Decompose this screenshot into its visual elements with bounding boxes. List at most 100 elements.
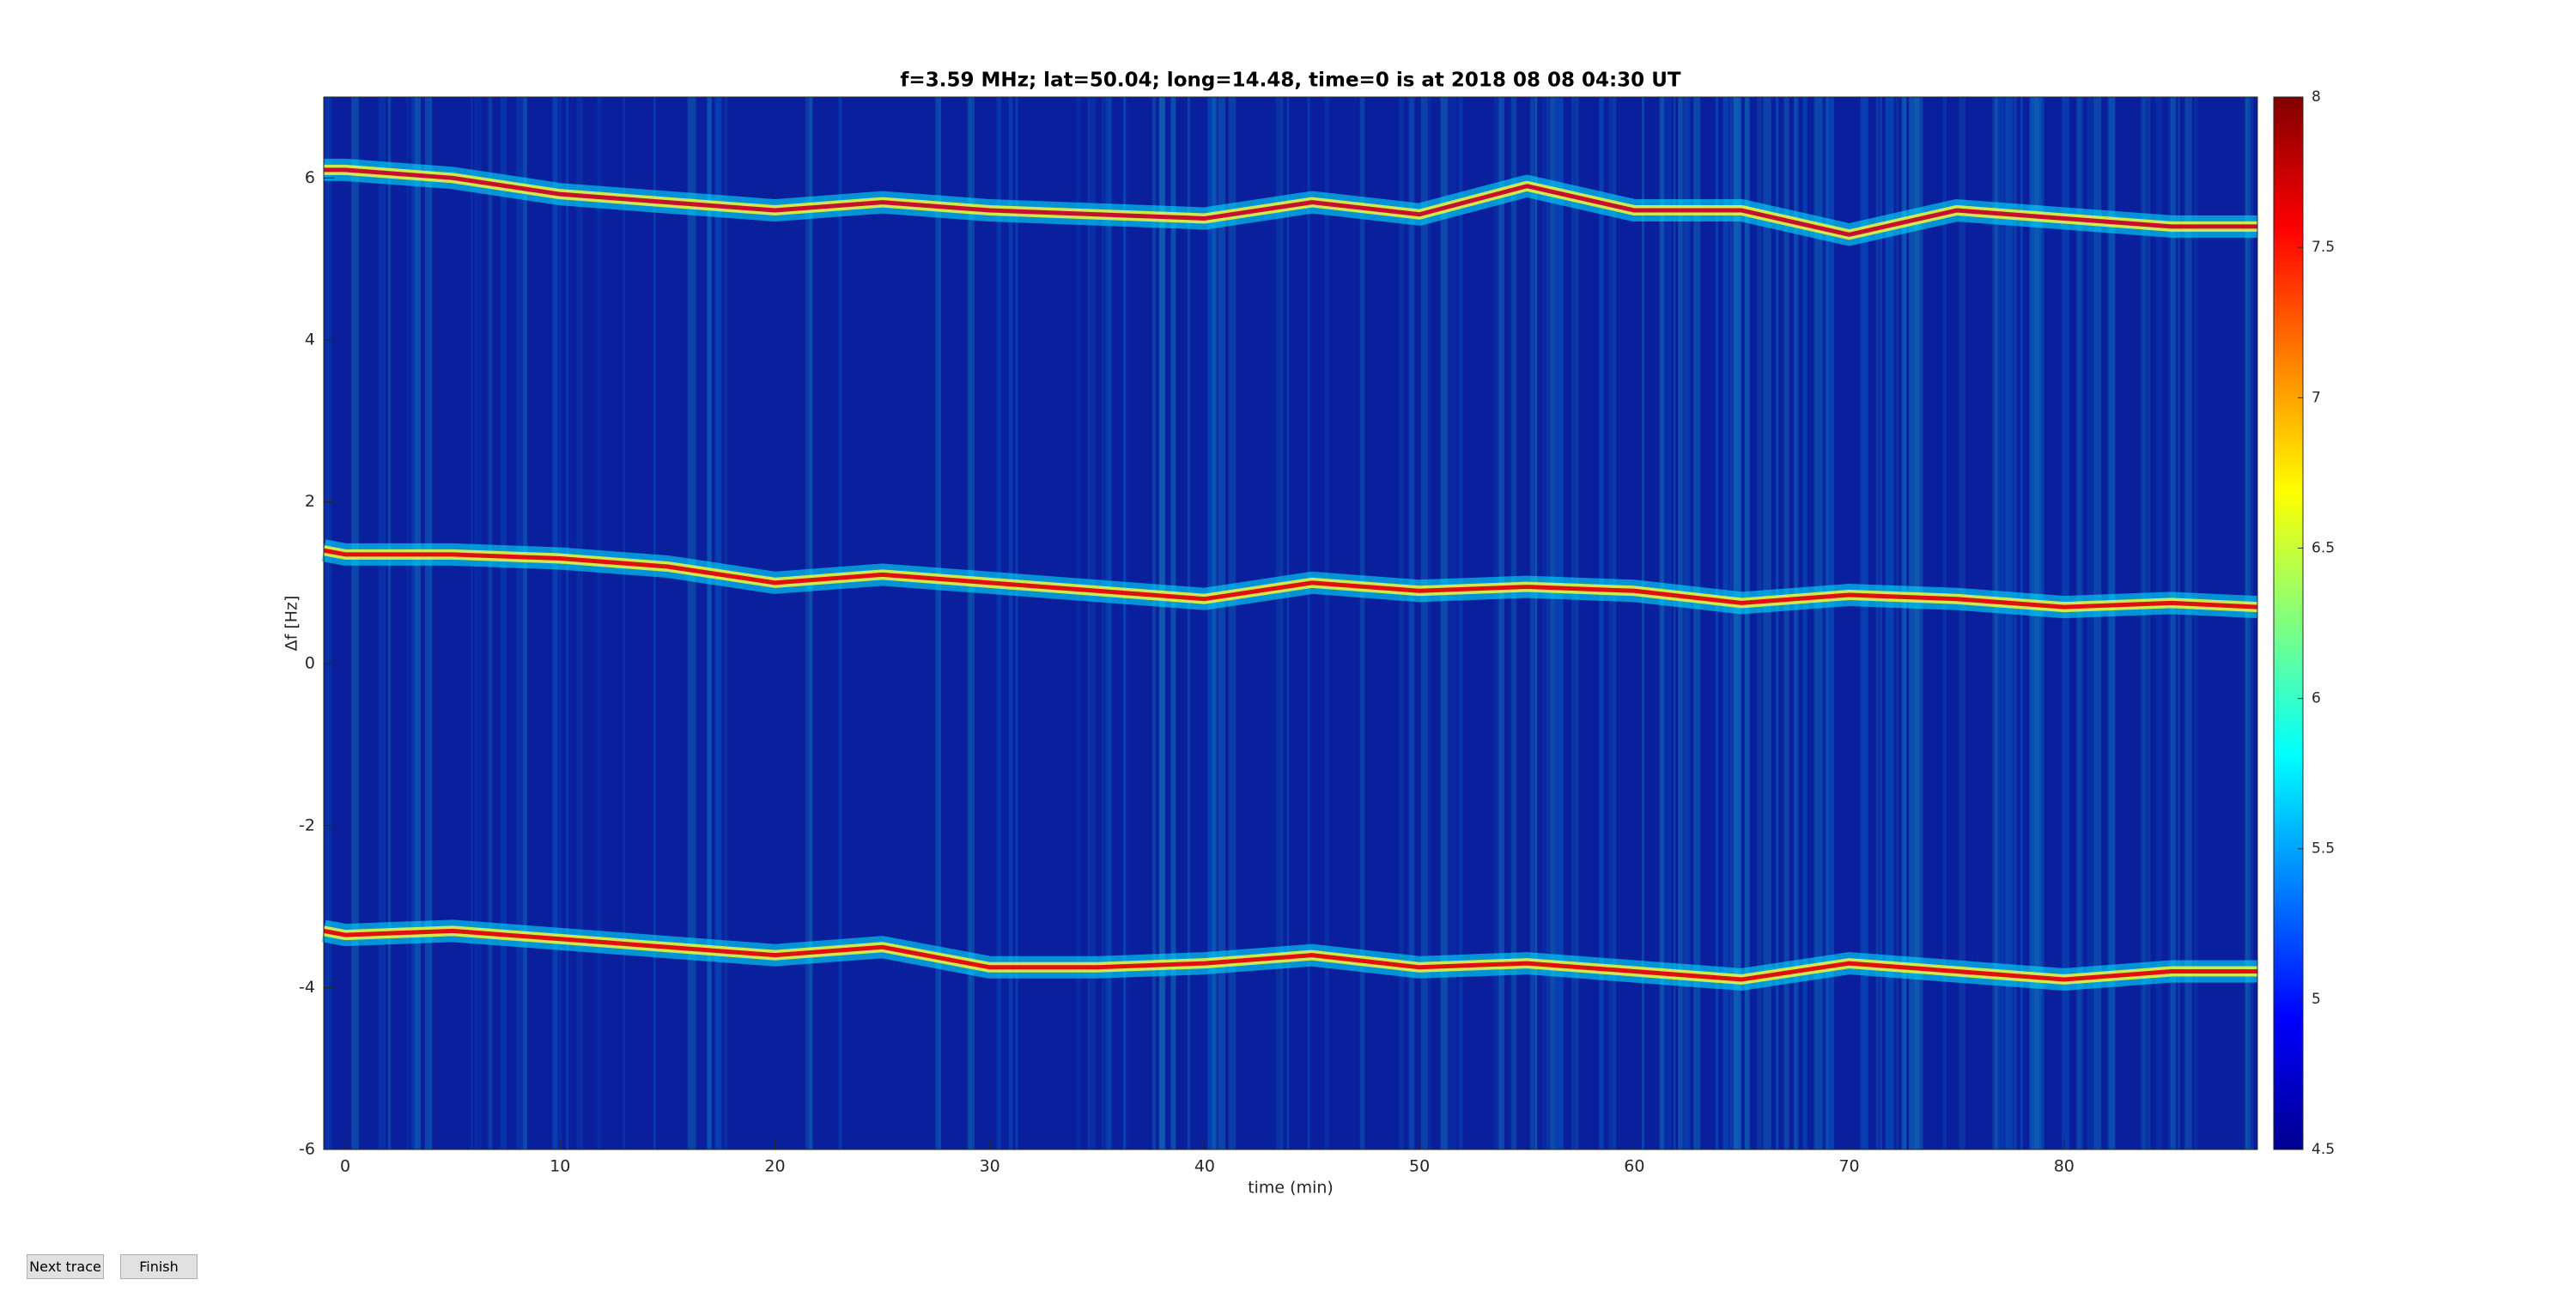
x-tick-label: 30: [980, 1157, 1000, 1176]
noise-stripe: [2140, 97, 2146, 1149]
noise-stripe: [1409, 97, 1415, 1149]
noise-stripe: [1420, 97, 1428, 1149]
noise-stripe: [1903, 97, 1907, 1149]
noise-stripe: [2155, 97, 2162, 1149]
noise-stripe: [1286, 97, 1290, 1149]
noise-stripe: [411, 97, 418, 1149]
noise-stripe: [1733, 97, 1741, 1149]
x-tick-label: 40: [1194, 1157, 1215, 1176]
noise-stripe: [1678, 97, 1683, 1149]
noise-stripe: [558, 97, 562, 1149]
noise-stripe: [2107, 97, 2115, 1149]
noise-stripe: [1994, 97, 1998, 1149]
y-tick-label: 0: [305, 654, 315, 673]
noise-stripe: [1407, 97, 1413, 1149]
noise-stripe: [1151, 97, 1157, 1149]
noise-stripe: [1187, 97, 1191, 1149]
noise-stripe: [1123, 97, 1127, 1149]
noise-stripe: [1880, 97, 1882, 1149]
colorbar-tick-label: 8: [2312, 88, 2321, 106]
noise-stripe: [1279, 97, 1283, 1149]
noise-stripe: [623, 97, 626, 1149]
noise-stripe: [1683, 97, 1692, 1149]
x-tick-label: 10: [550, 1157, 570, 1176]
noise-stripe: [1659, 97, 1664, 1149]
noise-stripe: [1909, 97, 1917, 1149]
noise-stripe: [424, 97, 433, 1149]
noise-stripe: [478, 97, 482, 1149]
noise-stripe: [1493, 97, 1503, 1149]
noise-stripe: [1734, 97, 1740, 1149]
noise-stripe: [1123, 97, 1126, 1149]
trace: [323, 928, 2257, 982]
noise-stripe: [378, 97, 386, 1149]
noise-stripe: [1775, 97, 1778, 1149]
noise-stripe: [1530, 97, 1538, 1149]
colorbar-tick-label: 6: [2312, 690, 2321, 707]
colorbar-tick-label: 7.5: [2312, 239, 2335, 256]
noise-stripe: [724, 97, 728, 1149]
noise-stripe: [1015, 97, 1018, 1149]
y-axis-label: Δf [Hz]: [283, 596, 301, 652]
noise-stripe: [1885, 97, 1894, 1149]
noise-stripe: [937, 97, 942, 1149]
noise-stripe: [1228, 97, 1236, 1149]
noise-stripe: [1307, 97, 1310, 1149]
y-tick-label: -6: [299, 1140, 315, 1159]
noise-stripe: [2245, 97, 2251, 1149]
noise-stripe: [1763, 97, 1771, 1149]
noise-stripe: [1729, 97, 1738, 1149]
noise-stripe: [2087, 97, 2096, 1149]
noise-stripe: [1324, 97, 1329, 1149]
noise-stripe: [1550, 97, 1556, 1149]
y-tick-label: 4: [305, 330, 315, 349]
noise-stripe: [707, 97, 711, 1149]
x-tick-label: 20: [764, 1157, 785, 1176]
button[interactable]: Finish: [120, 1254, 197, 1279]
noise-stripe: [1087, 97, 1091, 1149]
noise-stripe: [2062, 97, 2069, 1149]
noise-stripe: [1682, 97, 1689, 1149]
noise-stripe: [1663, 97, 1672, 1149]
noise-stripe: [1159, 97, 1166, 1149]
noise: [324, 97, 2254, 1149]
noise-stripe: [1170, 97, 1176, 1149]
noise-stripe: [351, 97, 359, 1149]
noise-stripe: [1825, 97, 1829, 1149]
noise-stripe: [2029, 97, 2034, 1149]
noise-stripe: [1901, 97, 1907, 1149]
noise-stripe: [1915, 97, 1920, 1149]
noise-stripe: [1814, 97, 1823, 1149]
noise-stripe: [1815, 97, 1824, 1149]
noise-stripe: [2170, 97, 2172, 1149]
noise-stripe: [2167, 97, 2171, 1149]
noise-stripe: [996, 97, 1002, 1149]
plot-area: [324, 97, 2257, 1149]
noise-stripe: [1105, 97, 1112, 1149]
button[interactable]: Next trace: [27, 1254, 104, 1279]
noise-stripe: [1693, 97, 1701, 1149]
noise-stripe: [1448, 97, 1457, 1149]
noise-stripe: [405, 97, 410, 1149]
noise-stripe: [2031, 97, 2039, 1149]
noise-stripe: [1757, 97, 1762, 1149]
noise-stripe: [838, 97, 842, 1149]
noise-stripe: [707, 97, 709, 1149]
noise-stripe: [805, 97, 813, 1149]
noise-stripe: [471, 97, 473, 1149]
noise-stripe: [1207, 97, 1214, 1149]
noise-stripe: [715, 97, 723, 1149]
noise-stripe: [1108, 97, 1112, 1149]
noise-stripe: [566, 97, 568, 1149]
noise-stripe: [687, 97, 696, 1149]
noise-stripe: [1776, 97, 1779, 1149]
noise-stripe: [2020, 97, 2023, 1149]
noise-stripe: [2245, 97, 2248, 1149]
noise-stripe: [429, 97, 433, 1149]
noise-stripe: [2194, 97, 2198, 1149]
noise-stripe: [1959, 97, 1965, 1149]
noise-stripe: [1722, 97, 1728, 1149]
noise-stripe: [653, 97, 656, 1149]
trace: [323, 548, 2258, 610]
noise-stripe: [1359, 97, 1365, 1149]
